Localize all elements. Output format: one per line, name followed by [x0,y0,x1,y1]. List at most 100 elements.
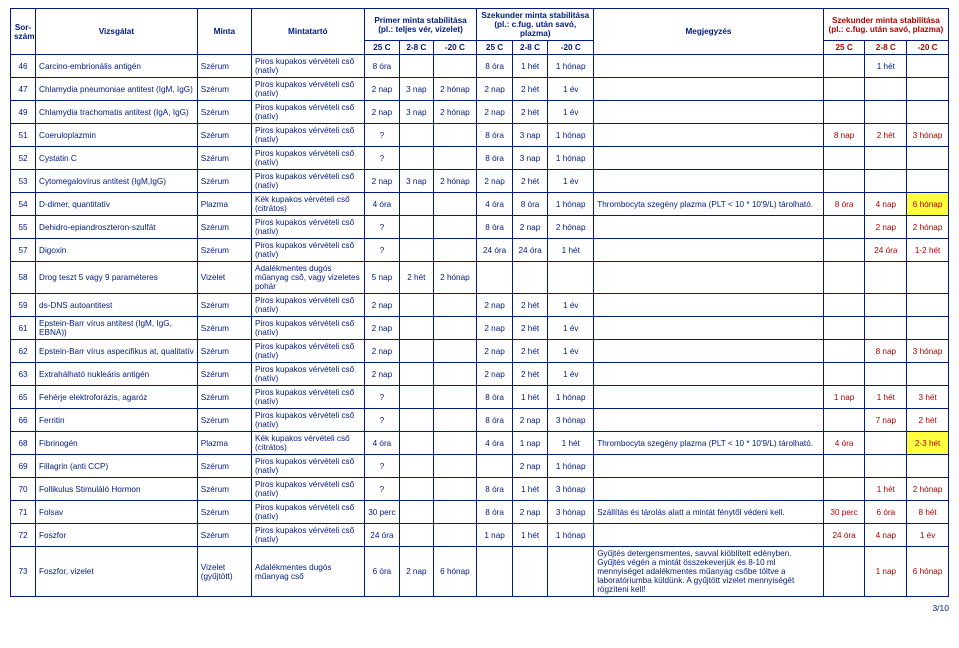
cell-s28: 2 hét [512,317,547,340]
cell-mintatarto: Piros kupakos vérvételi cső (natív) [252,239,365,262]
row-number: 46 [11,55,36,78]
cell-sm20: 1 év [548,78,594,101]
cell-p28 [400,294,433,317]
cell-s28: 2 nap [512,455,547,478]
cell-z25 [823,340,865,363]
cell-sm20: 3 hónap [548,501,594,524]
cell-z28 [865,455,907,478]
table-row: 65Fehérje elektroforázis, agarózSzérumPi… [11,386,949,409]
row-number: 57 [11,239,36,262]
cell-pm20 [433,409,477,432]
cell-pm20 [433,455,477,478]
cell-p28: 2 nap [400,547,433,597]
col-s25: 25 C [477,41,512,55]
cell-megjegyzes [594,524,824,547]
cell-mintatarto: Piros kupakos vérvételi cső (natív) [252,455,365,478]
cell-minta: Vizelet (gyűjtött) [197,547,251,597]
stability-table: Sor- szám Vizsgálat Minta Mintatartó Pri… [10,8,949,597]
cell-mintatarto: Piros kupakos vérvételi cső (natív) [252,147,365,170]
cell-z28: 7 nap [865,409,907,432]
cell-s25: 2 nap [477,170,512,193]
row-number: 54 [11,193,36,216]
cell-p25: 2 nap [364,317,399,340]
cell-minta: Szérum [197,147,251,170]
cell-p25: ? [364,239,399,262]
cell-pm20 [433,317,477,340]
cell-s28: 2 hét [512,340,547,363]
cell-sm20: 1 év [548,340,594,363]
table-row: 72FoszforSzérumPiros kupakos vérvételi c… [11,524,949,547]
table-row: 66FerritinSzérumPiros kupakos vérvételi … [11,409,949,432]
cell-vizsgalat: Foszfor [36,524,198,547]
cell-z25 [823,409,865,432]
cell-zm20: 3 hét [907,386,949,409]
cell-z25 [823,294,865,317]
cell-s28: 1 hét [512,478,547,501]
cell-minta: Szérum [197,409,251,432]
cell-p25: 2 nap [364,340,399,363]
cell-megjegyzes: Thrombocyta szegény plazma (PLT < 10 * 1… [594,432,824,455]
cell-sm20: 1 hét [548,239,594,262]
table-row: 71FolsavSzérumPiros kupakos vérvételi cs… [11,501,949,524]
cell-s28: 24 óra [512,239,547,262]
cell-sm20 [548,262,594,294]
row-number: 71 [11,501,36,524]
table-row: 52Cystatin CSzérumPiros kupakos vérvétel… [11,147,949,170]
cell-p28 [400,386,433,409]
cell-vizsgalat: Chlamydia pneumoniae antitest (IgM, IgG) [36,78,198,101]
cell-megjegyzes [594,216,824,239]
cell-megjegyzes [594,294,824,317]
cell-s28: 1 hét [512,55,547,78]
cell-mintatarto: Piros kupakos vérvételi cső (natív) [252,317,365,340]
row-number: 70 [11,478,36,501]
cell-p28: 3 nap [400,78,433,101]
table-row: 46Carcino-embrionális antigénSzérumPiros… [11,55,949,78]
cell-megjegyzes [594,170,824,193]
cell-s25: 24 óra [477,239,512,262]
table-row: 70Follikulus Stimuláló HormonSzérumPiros… [11,478,949,501]
table-row: 54D-dimer, quantitatívPlazmaKék kupakos … [11,193,949,216]
cell-z28: 1 hét [865,478,907,501]
cell-s25 [477,262,512,294]
table-row: 73Foszfor, vizeletVizelet (gyűjtött)Adal… [11,547,949,597]
row-number: 59 [11,294,36,317]
cell-mintatarto: Piros kupakos vérvételi cső (natív) [252,216,365,239]
cell-p25: 2 nap [364,294,399,317]
cell-vizsgalat: ds-DNS autoantitest [36,294,198,317]
cell-z28 [865,317,907,340]
row-number: 63 [11,363,36,386]
cell-z25 [823,55,865,78]
cell-minta: Szérum [197,124,251,147]
cell-megjegyzes [594,262,824,294]
cell-minta: Szérum [197,524,251,547]
cell-p25: 5 nap [364,262,399,294]
cell-p28 [400,432,433,455]
cell-s25: 2 nap [477,340,512,363]
cell-vizsgalat: Follikulus Stimuláló Hormon [36,478,198,501]
col-mintatarto: Mintatartó [252,9,365,55]
cell-p25: 30 perc [364,501,399,524]
cell-zm20 [907,55,949,78]
cell-zm20: 3 hónap [907,340,949,363]
cell-zm20: 2 hónap [907,478,949,501]
cell-z25: 24 óra [823,524,865,547]
row-number: 51 [11,124,36,147]
cell-z25 [823,170,865,193]
table-body: 46Carcino-embrionális antigénSzérumPiros… [11,55,949,597]
row-number: 73 [11,547,36,597]
cell-s25: 8 óra [477,124,512,147]
col-primer-group: Primer minta stabilitása (pl.: teljes vé… [364,9,477,41]
cell-zm20: 2 hónap [907,216,949,239]
cell-p25: ? [364,409,399,432]
cell-minta: Szérum [197,501,251,524]
col-szek1-group: Szekunder minta stabilitása (pl.: c.fug.… [477,9,594,41]
col-z25: 25 C [823,41,865,55]
cell-zm20: 6 hónap [907,547,949,597]
cell-p28 [400,478,433,501]
cell-p25: 8 óra [364,55,399,78]
row-number: 69 [11,455,36,478]
cell-z28: 4 nap [865,193,907,216]
cell-minta: Szérum [197,317,251,340]
cell-pm20 [433,193,477,216]
cell-s28 [512,547,547,597]
